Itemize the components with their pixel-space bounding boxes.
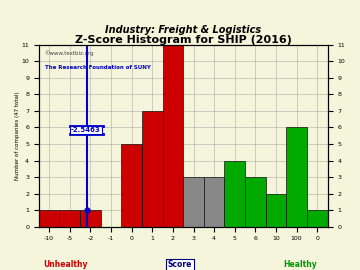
Text: The Research Foundation of SUNY: The Research Foundation of SUNY [45,65,150,70]
Bar [266,194,286,227]
Bar [286,127,307,227]
Bar [80,210,101,227]
Bar [224,160,245,227]
Bar [163,45,183,227]
Bar [59,210,80,227]
Bar [183,177,204,227]
Title: Z-Score Histogram for SHIP (2016): Z-Score Histogram for SHIP (2016) [75,35,292,45]
Bar [39,210,59,227]
Text: ©www.textbiz.org: ©www.textbiz.org [45,50,94,56]
Bar [307,210,328,227]
Text: Industry: Freight & Logistics: Industry: Freight & Logistics [105,25,261,35]
Text: -2.5463: -2.5463 [71,127,100,133]
Y-axis label: Number of companies (47 total): Number of companies (47 total) [15,91,20,180]
Text: Unhealthy: Unhealthy [43,260,88,269]
Bar [142,111,163,227]
Bar [121,144,142,227]
Bar [245,177,266,227]
Bar [204,177,224,227]
Text: Score: Score [168,260,192,269]
Text: Healthy: Healthy [283,260,317,269]
